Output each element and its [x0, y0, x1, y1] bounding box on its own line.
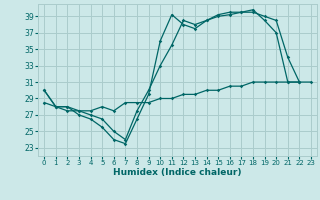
X-axis label: Humidex (Indice chaleur): Humidex (Indice chaleur) — [113, 168, 242, 177]
